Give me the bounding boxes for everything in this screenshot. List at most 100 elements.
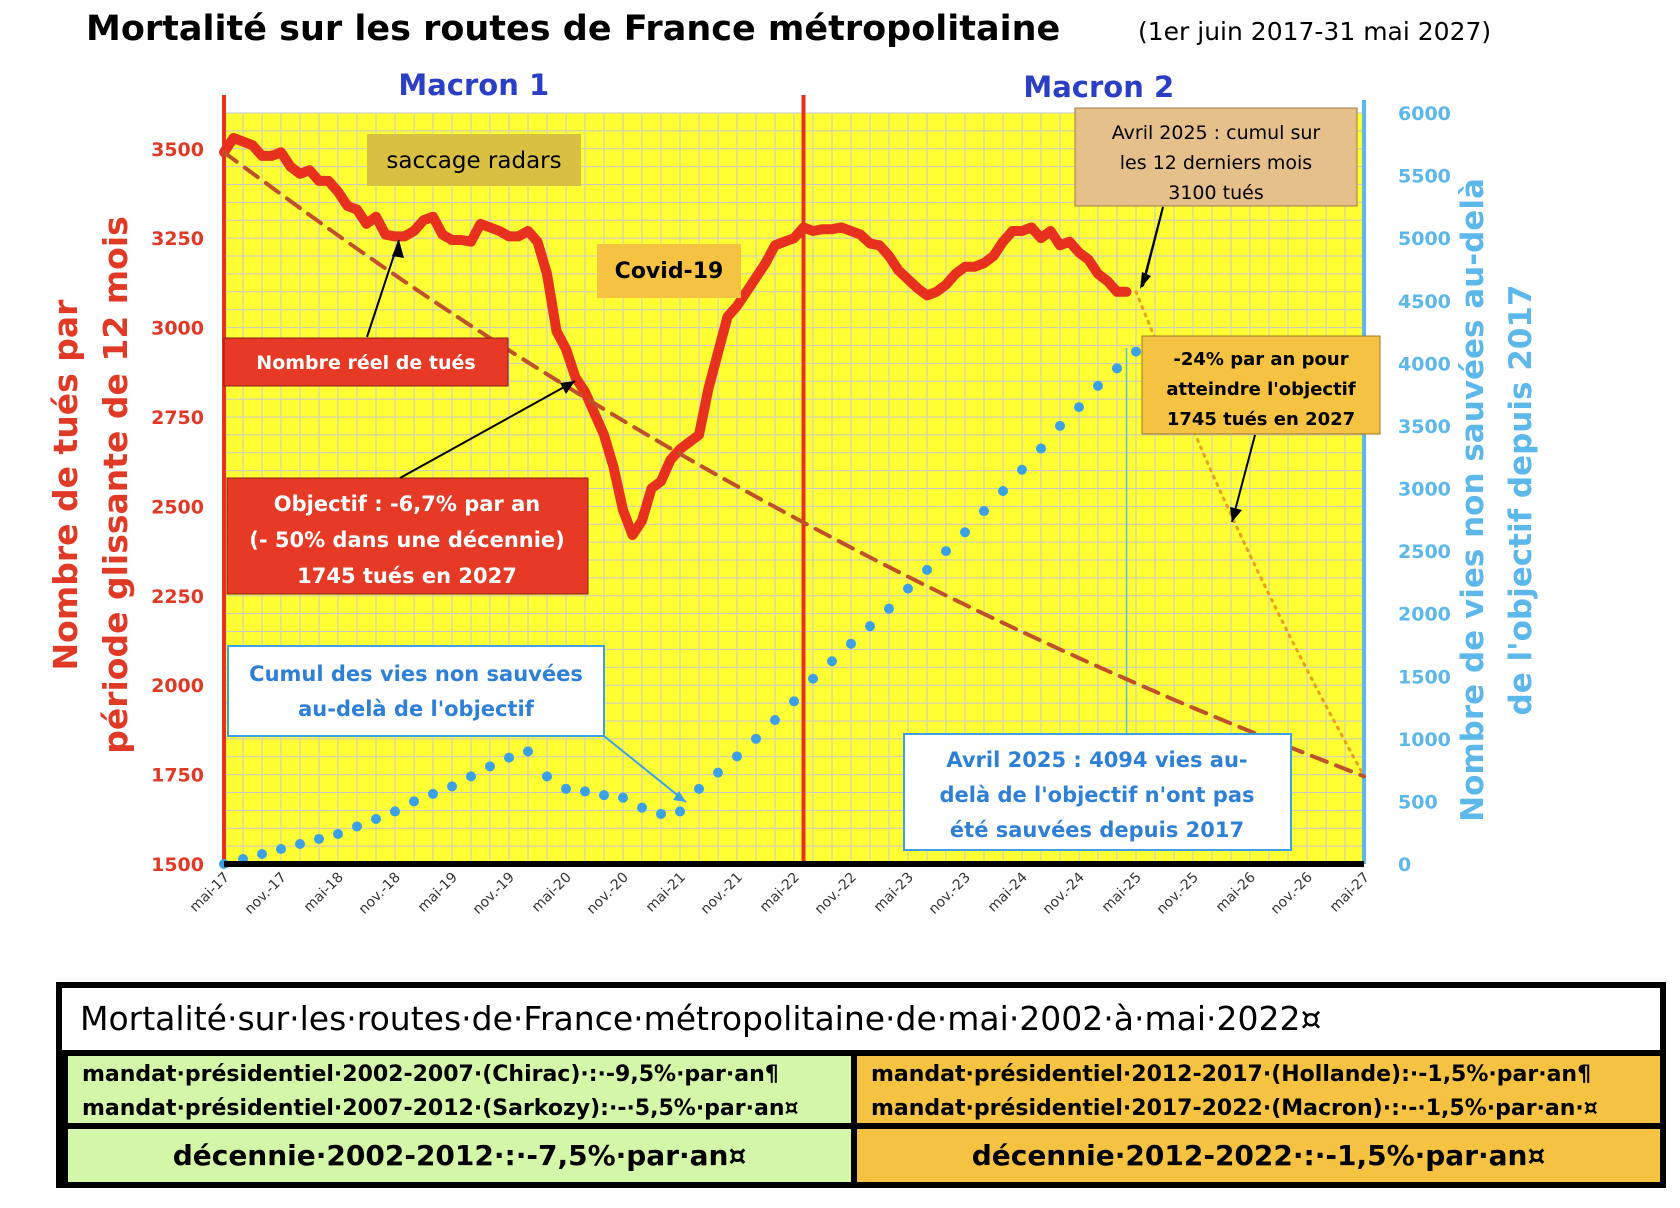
cumulative-lives-point [713, 767, 723, 778]
cumulative-lives-point [523, 746, 533, 757]
cumulative-lives-point [466, 771, 476, 782]
x-tick-label: mai-24 [985, 869, 1031, 915]
cumulative-lives-point [637, 802, 647, 813]
annotation-objectif: Objectif : -6,7% par an (- 50% dans une … [226, 477, 589, 595]
x-tick-label: mai-25 [1099, 870, 1145, 916]
cumulative-lives-point [1074, 402, 1084, 413]
required-decline-dotted-line [1134, 290, 1366, 778]
x-tick-label: nov.-19 [470, 870, 518, 918]
cumulative-lives-point [1112, 363, 1122, 374]
left-tick-label: 2250 [151, 586, 204, 608]
cumulative-lives-point [1131, 346, 1141, 357]
svg-text:Covid-19: Covid-19 [615, 259, 724, 284]
svg-text:Objectif : -6,7% par an: Objectif : -6,7% par an [274, 492, 540, 516]
cumulative-lives-point [485, 761, 495, 772]
left-tick-label: 3000 [151, 318, 204, 340]
x-tick-label: mai-21 [643, 870, 689, 916]
cumulative-lives-point [884, 603, 894, 614]
right-tick-label: 6000 [1398, 103, 1451, 125]
arrow-objectif [399, 380, 576, 479]
table-line-sarkozy: mandat·présidentiel·2007-2012·(Sarkozy):… [82, 1096, 799, 1121]
svg-text:Avril 2025 : 4094 vies au-: Avril 2025 : 4094 vies au- [946, 748, 1247, 772]
x-tick-label: mai-23 [871, 870, 917, 916]
annotation-covid: Covid-19 [597, 244, 741, 298]
right-tick-label: 5500 [1398, 166, 1451, 188]
table-line-chirac: mandat·présidentiel·2002-2007·(Chirac)·:… [82, 1062, 779, 1087]
x-tick-label: nov.-20 [584, 870, 632, 918]
left-tick-label: 3500 [151, 139, 204, 161]
period-label-macron-1: Macron 1 [398, 68, 549, 102]
annotation-nombre-reel: Nombre réel de tués [223, 337, 509, 387]
cumulative-lives-point [675, 806, 685, 817]
svg-text:1745 tués en 2027: 1745 tués en 2027 [297, 564, 517, 588]
x-tick-label: nov.-24 [1040, 869, 1088, 917]
x-tick-label: nov.-26 [1268, 869, 1316, 917]
cumulative-lives-point [827, 656, 837, 667]
arrow-cumul [603, 735, 687, 803]
cumulative-lives-point [257, 848, 267, 859]
table-cell-chirac-sarkozy: mandat·présidentiel·2002-2007·(Chirac)·:… [68, 1056, 851, 1123]
annotation-arrows [366, 206, 1256, 803]
svg-text:Nombre réel de tués: Nombre réel de tués [256, 352, 475, 374]
annotation-avril-2025-vies: Avril 2025 : 4094 vies au- delà de l'obj… [903, 733, 1292, 851]
cumulative-lives-point [295, 838, 305, 849]
x-tick-label: mai-18 [301, 870, 347, 916]
cumulative-lives-point [656, 808, 666, 819]
x-tick-label: nov.-22 [812, 870, 860, 918]
x-tick-label: mai-17 [187, 870, 233, 916]
right-tick-label: 500 [1398, 791, 1438, 813]
actual-deaths-line [219, 133, 1132, 540]
table-title: Mortalité·sur·les·routes·de·France·métro… [62, 988, 1660, 1050]
arrow-head-nombre-reel [392, 240, 404, 258]
cumulative-lives-point [371, 813, 381, 824]
chart-marks [219, 95, 1366, 869]
cumulative-lives-point [751, 733, 761, 744]
table-cell-decade-2012-2022: décennie·2012-2022·:·-1,5%·par·an¤ [857, 1129, 1660, 1182]
right-axis-title-line2: de l'objectif depuis 2017 [1503, 285, 1539, 716]
cumulative-lives-point [732, 751, 742, 762]
x-tick-label: nov.-17 [242, 870, 290, 918]
x-tick-label: nov.-21 [698, 870, 746, 918]
cumulative-lives-point [1036, 443, 1046, 454]
cumulative-lives-point [314, 833, 324, 844]
cumulative-lives-point [618, 792, 628, 803]
cumulative-lives-point [599, 790, 609, 801]
svg-text:1745 tués en 2027: 1745 tués en 2027 [1167, 409, 1355, 430]
left-tick-label: 2000 [151, 675, 204, 697]
cumulative-lives-point [1093, 380, 1103, 391]
cumulative-lives-point [580, 786, 590, 797]
arrow-head-avril-cumul [1140, 272, 1151, 289]
right-tick-label: 3500 [1398, 416, 1451, 438]
cumulative-lives-point [333, 828, 343, 839]
cumulative-lives-point [276, 843, 286, 854]
annotation-moins-24: -24% par an pour atteindre l'objectif 17… [1141, 335, 1381, 435]
svg-text:Avril 2025 : cumul sur: Avril 2025 : cumul sur [1112, 122, 1321, 144]
cumulative-lives-point [903, 583, 913, 594]
annotation-avril-2025-cumul: Avril 2025 : cumul sur les 12 derniers m… [1074, 107, 1358, 207]
cumulative-lives-point [428, 788, 438, 799]
cumulative-lives-point [789, 696, 799, 707]
cumulative-lives-point [390, 806, 400, 817]
right-tick-label: 2500 [1398, 541, 1451, 563]
svg-text:delà de l'objectif n'ont pas: delà de l'objectif n'ont pas [939, 783, 1254, 807]
mortality-summary-table: Mortalité·sur·les·routes·de·France·métro… [56, 982, 1666, 1188]
cumulative-lives-point [941, 546, 951, 557]
right-tick-label: 1000 [1398, 729, 1451, 751]
x-tick-label: mai-22 [757, 870, 803, 916]
cumulative-lives-point [542, 771, 552, 782]
x-tick-label: nov.-23 [926, 870, 974, 918]
svg-text:atteindre l'objectif: atteindre l'objectif [1166, 379, 1356, 400]
cumulative-lives-point [504, 752, 514, 763]
svg-text:saccage radars: saccage radars [386, 148, 561, 174]
left-axis-title-line2: période glissante de 12 mois [96, 216, 135, 754]
chart-title: Mortalité sur les routes de France métro… [86, 9, 1060, 49]
right-tick-label: 4000 [1398, 353, 1451, 375]
x-tick-label: mai-26 [1213, 869, 1259, 915]
svg-text:3100 tués: 3100 tués [1168, 182, 1263, 204]
table-line-hollande: mandat·présidentiel·2012-2017·(Hollande)… [871, 1062, 1592, 1087]
svg-text:-24% par an pour: -24% par an pour [1173, 349, 1348, 370]
x-tick-label: nov.-18 [356, 870, 404, 918]
arrow-head-objectif [560, 381, 575, 394]
cumulative-lives-point [409, 796, 419, 807]
left-tick-label: 3250 [151, 228, 204, 250]
